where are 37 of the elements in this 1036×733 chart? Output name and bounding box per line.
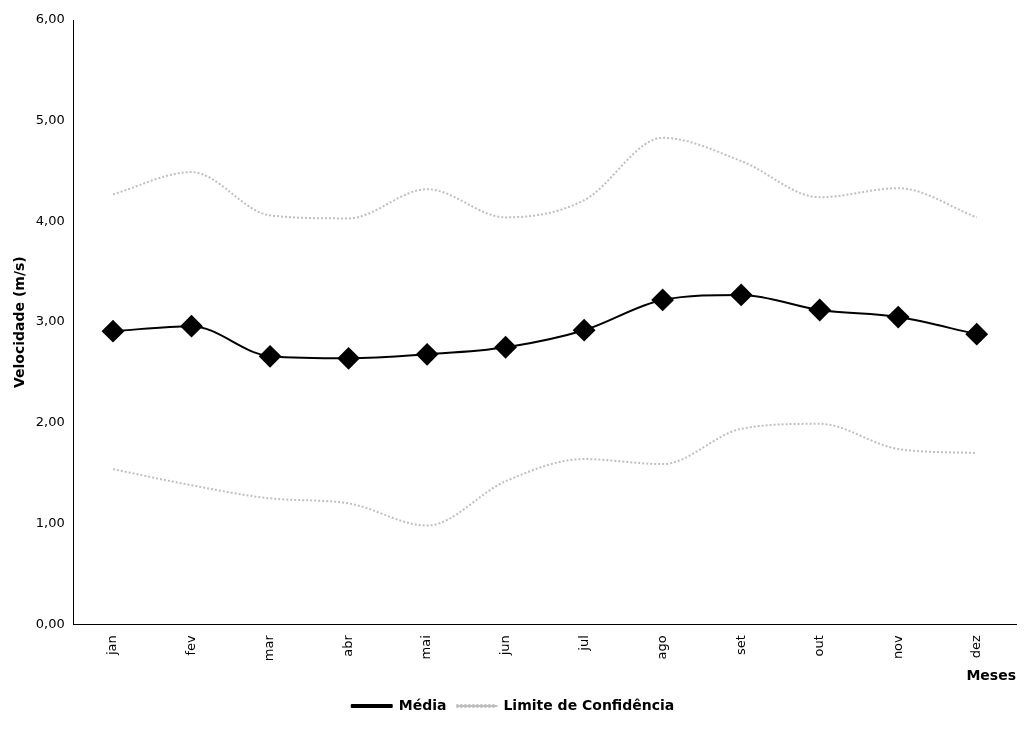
x-tick-label: jun bbox=[496, 635, 512, 657]
y-tick-label: 5,00 bbox=[35, 112, 65, 128]
x-tick-label: abr bbox=[339, 634, 355, 657]
y-tick-label: 6,00 bbox=[35, 11, 65, 27]
line-series bbox=[112, 422, 978, 527]
x-tick-label: set bbox=[732, 635, 748, 656]
point bbox=[180, 315, 203, 338]
x-tick-label: mai bbox=[418, 635, 434, 660]
x-tick-label: fev bbox=[182, 634, 198, 656]
point bbox=[259, 345, 282, 368]
point bbox=[494, 336, 517, 359]
point bbox=[573, 319, 596, 342]
point bbox=[808, 299, 831, 322]
x-tick-label: out bbox=[811, 635, 827, 657]
y-tick-label: 1,00 bbox=[35, 514, 65, 530]
y-tick-label: 2,00 bbox=[35, 414, 65, 430]
line-series bbox=[112, 136, 978, 220]
x-tick-label: jan bbox=[104, 635, 120, 657]
x-tick-label: ago bbox=[654, 635, 670, 660]
point bbox=[730, 283, 753, 306]
x-tick-label: dez bbox=[968, 635, 984, 659]
x-axis-title: Meses bbox=[966, 667, 1016, 684]
legend-label: Limite de Confidência bbox=[503, 696, 675, 713]
point bbox=[416, 343, 439, 366]
x-tick-label: jul bbox=[575, 635, 591, 652]
point bbox=[337, 347, 360, 370]
y-tick-label: 0,00 bbox=[35, 615, 65, 631]
legend-label: Média bbox=[398, 696, 447, 713]
y-axis-title: Velocidade (m/s) bbox=[11, 256, 28, 388]
x-tick-label: nov bbox=[889, 634, 905, 660]
point bbox=[965, 323, 988, 346]
y-tick-label: 3,00 bbox=[35, 313, 65, 329]
point bbox=[651, 288, 674, 311]
point bbox=[102, 320, 125, 343]
x-tick-label: mar bbox=[261, 634, 277, 662]
point bbox=[887, 306, 910, 329]
y-tick-label: 4,00 bbox=[35, 212, 65, 228]
